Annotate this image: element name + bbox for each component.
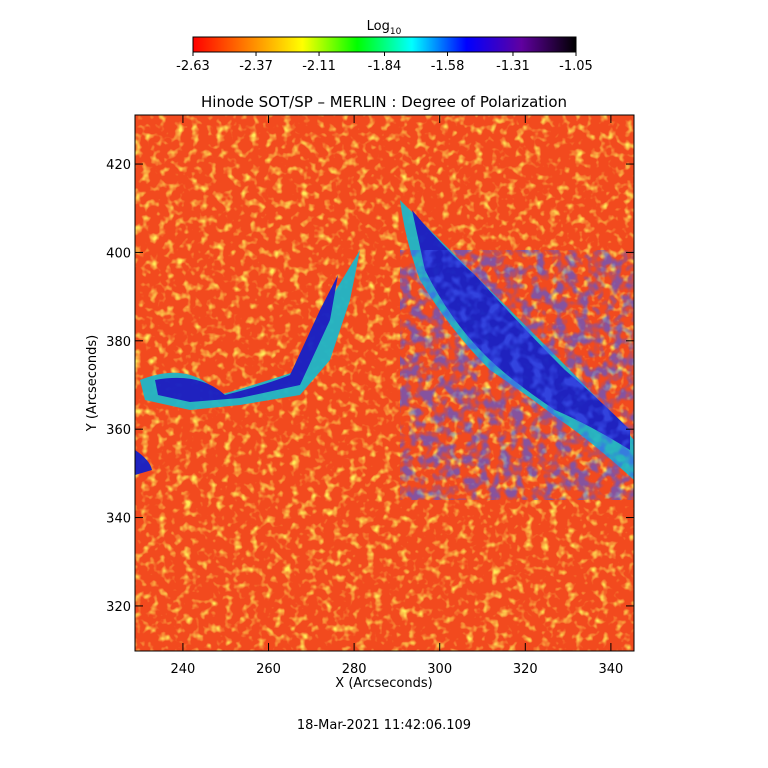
x-tick-label: 260 bbox=[256, 662, 281, 677]
x-tick-label: 340 bbox=[598, 662, 623, 677]
colorbar-tick-label: -1.58 bbox=[431, 59, 465, 74]
colorbar-tick-label: -2.11 bbox=[302, 59, 336, 74]
x-axis-label: X (Arcseconds) bbox=[335, 676, 432, 691]
y-tick-label: 420 bbox=[106, 158, 131, 173]
y-tick-label: 340 bbox=[106, 512, 131, 527]
colorbar-tick-label: -1.05 bbox=[559, 59, 593, 74]
colorbar-label-subscript: 10 bbox=[390, 27, 402, 37]
colorbar-label: Log10 bbox=[367, 19, 402, 37]
chart-title: Hinode SOT/SP – MERLIN : Degree of Polar… bbox=[201, 93, 567, 111]
y-tick-label: 400 bbox=[106, 246, 131, 261]
colorbar-tick-label: -2.37 bbox=[239, 59, 273, 74]
plot-frame bbox=[134, 114, 635, 652]
y-tick-label: 360 bbox=[106, 423, 131, 438]
y-tick-label: 380 bbox=[106, 335, 131, 350]
timestamp: 18-Mar-2021 11:42:06.109 bbox=[297, 718, 471, 733]
colorbar-tick-label: -2.63 bbox=[176, 59, 210, 74]
colorbar-tick-label: -1.31 bbox=[496, 59, 530, 74]
colorbar-label-text: Log bbox=[367, 19, 390, 34]
x-tick-label: 320 bbox=[513, 662, 538, 677]
colorbar-tick-label: -1.84 bbox=[368, 59, 402, 74]
x-tick-label: 280 bbox=[342, 662, 367, 677]
x-tick-label: 300 bbox=[427, 662, 452, 677]
y-tick-label: 320 bbox=[106, 600, 131, 615]
heatmap-image bbox=[135, 115, 634, 651]
y-axis-label: Y (Arcseconds) bbox=[85, 335, 100, 432]
colorbar bbox=[192, 36, 577, 53]
x-tick-label: 240 bbox=[171, 662, 196, 677]
